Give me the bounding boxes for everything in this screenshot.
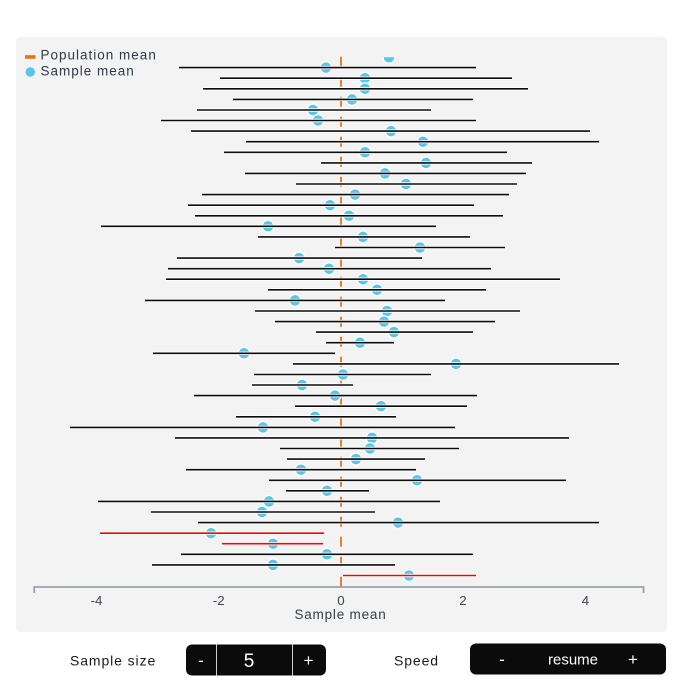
svg-text:4: 4 [582,593,589,608]
svg-text:+: + [304,651,314,670]
svg-text:-: - [499,650,505,669]
svg-text:-: - [198,651,204,670]
svg-text:resume: resume [548,652,598,669]
svg-text:2: 2 [459,593,466,608]
svg-text:Sample size: Sample size [70,653,156,669]
svg-text:Population mean: Population mean [41,47,157,62]
svg-text:Sample mean: Sample mean [294,607,386,622]
svg-text:5: 5 [244,651,255,672]
svg-text:+: + [628,650,638,669]
svg-text:-2: -2 [213,593,225,608]
svg-text:Sample mean: Sample mean [41,63,135,78]
svg-text:Speed: Speed [394,653,439,669]
svg-text:-4: -4 [91,593,103,608]
svg-text:0: 0 [337,593,344,608]
